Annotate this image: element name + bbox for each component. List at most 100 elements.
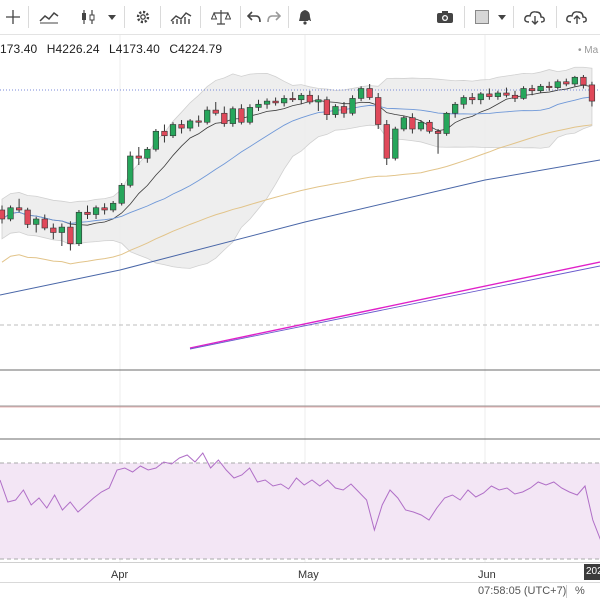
candle-body — [281, 98, 288, 104]
candle-body — [417, 121, 425, 130]
candle-body — [546, 85, 553, 88]
candle-body — [349, 98, 356, 114]
bollinger-middle-line — [1, 96, 593, 224]
color-dropdown[interactable] — [494, 4, 510, 30]
candle-body — [195, 120, 202, 123]
undo-icon — [247, 11, 261, 23]
camera-icon — [437, 11, 453, 23]
line-chart-button[interactable] — [34, 4, 64, 30]
long-term-ma-line — [0, 159, 600, 296]
candle-body — [400, 117, 407, 130]
candle-body — [306, 94, 313, 103]
candle-body — [152, 130, 160, 150]
screenshot-button[interactable] — [430, 4, 460, 30]
candle-body — [486, 93, 493, 97]
candle-body — [187, 120, 194, 129]
indicators-icon — [170, 12, 192, 24]
candle-body — [409, 117, 416, 130]
color-button[interactable] — [470, 4, 494, 30]
candle-body — [41, 218, 48, 229]
candle-body — [434, 130, 442, 134]
candle-body — [588, 84, 596, 102]
candle-body — [503, 92, 510, 96]
redo-icon — [267, 11, 281, 23]
cloud-download-button[interactable] — [518, 4, 552, 30]
candle-body — [537, 85, 544, 92]
toolbar-separator — [464, 6, 465, 28]
candle-body — [469, 97, 476, 101]
time-axis-label: Jun — [478, 569, 496, 581]
candle-body — [238, 108, 245, 123]
candle-body — [460, 97, 467, 105]
candle-body — [571, 76, 578, 85]
line-chart-icon — [39, 11, 59, 24]
candle-body — [340, 106, 348, 114]
candle-body — [477, 93, 484, 101]
candle-body — [7, 207, 14, 220]
toolbar-separator — [556, 6, 557, 28]
crosshair-date-tag: 202 — [584, 564, 600, 580]
moving-average-line — [1, 84, 593, 226]
chevron-down-icon — [498, 14, 506, 20]
time-axis[interactable] — [0, 562, 600, 583]
chart-type-dropdown[interactable] — [104, 4, 120, 30]
alert-button[interactable] — [292, 4, 318, 30]
settings-button[interactable] — [130, 4, 156, 30]
candle-body — [144, 148, 151, 159]
cloud-upload-icon — [566, 11, 587, 24]
toolbar-separator — [288, 6, 289, 28]
ohlc-open: 173.40 — [0, 42, 38, 56]
time-axis-label: May — [298, 569, 319, 581]
toolbar — [0, 0, 600, 35]
bollinger-band — [1, 66, 593, 269]
candle-body — [443, 112, 450, 134]
candle-body — [289, 98, 296, 101]
candle-body — [135, 155, 142, 159]
chevron-down-icon — [108, 14, 116, 20]
candle-body — [92, 207, 100, 215]
cloud-upload-button[interactable] — [560, 4, 594, 30]
indicators-button[interactable] — [166, 4, 196, 30]
candle-body — [75, 211, 83, 245]
compare-icon — [211, 10, 231, 25]
candle-body — [33, 218, 40, 225]
crosshair-icon — [6, 10, 20, 24]
candlestick-icon — [82, 10, 95, 24]
ohlc-high: H4226.24 — [46, 42, 100, 56]
ohlc-low: L4173.40 — [109, 42, 160, 56]
chart-type-button[interactable] — [72, 4, 104, 30]
moving-average-line — [1, 124, 593, 265]
candle-body — [110, 202, 117, 211]
toolbar-separator — [160, 6, 161, 28]
candle-body — [127, 155, 134, 186]
candle-body — [357, 88, 365, 99]
price-chart[interactable] — [0, 35, 600, 563]
compare-button[interactable] — [206, 4, 236, 30]
candle-body — [511, 94, 519, 99]
candle-body — [84, 211, 91, 215]
candle-body — [229, 108, 236, 124]
time-axis-label: Apr — [111, 569, 129, 581]
crosshair-button[interactable] — [2, 4, 24, 30]
candle-body — [332, 106, 339, 115]
indicator-line-blue — [189, 265, 600, 350]
toolbar-separator — [240, 6, 241, 28]
redo-button[interactable] — [264, 4, 284, 30]
candle-body — [161, 130, 168, 137]
candle-body — [554, 81, 561, 88]
candle-body — [67, 226, 74, 245]
cloud-download-icon — [524, 11, 545, 25]
candle-body — [24, 209, 31, 225]
percent-scale-toggle[interactable]: % — [575, 585, 585, 597]
candle-body — [101, 207, 108, 211]
ohlc-close: C4224.79 — [169, 42, 223, 56]
clock: 07:58:05 (UTC+7) — [478, 585, 567, 597]
indicator-legend[interactable]: • Ma — [578, 45, 599, 56]
undo-button[interactable] — [244, 4, 264, 30]
status-bar: 07:58:05 (UTC+7) % — [0, 582, 600, 600]
candle-body — [221, 112, 228, 124]
candle-body — [50, 227, 57, 233]
candle-body — [118, 184, 125, 204]
candle-body — [15, 207, 23, 211]
candle-body — [520, 88, 527, 99]
